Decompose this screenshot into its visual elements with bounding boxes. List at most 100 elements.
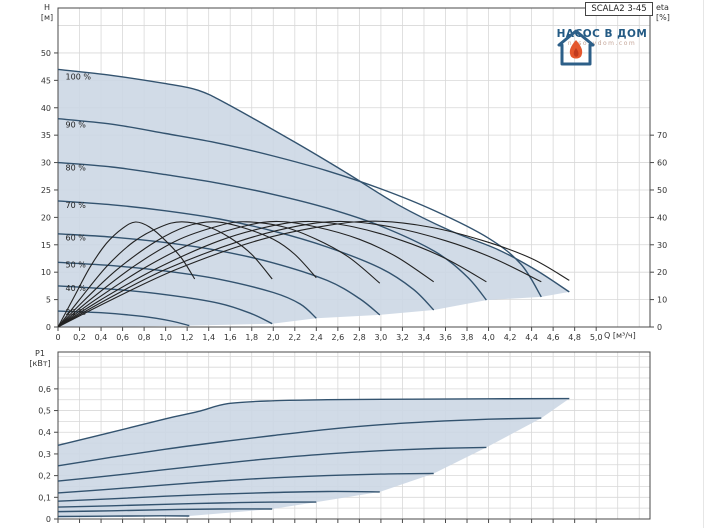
x-tick-label: 2,6 bbox=[331, 333, 344, 342]
x-tick-label: 0,6 bbox=[116, 333, 129, 342]
eta-curve-eta60% bbox=[57, 221, 381, 328]
y-tick-label: 0 bbox=[46, 323, 51, 332]
vendor-name: НАСОС В ДОМ bbox=[556, 28, 648, 40]
y-tick-label: 0,6 bbox=[38, 385, 51, 394]
y-tick-label: 0,3 bbox=[38, 450, 51, 459]
h-axis-unit: [м] bbox=[40, 13, 54, 22]
x-tick-label: 4,6 bbox=[547, 333, 560, 342]
y-tick-label: 0,1 bbox=[38, 493, 51, 502]
y-tick-label: 0,5 bbox=[38, 407, 51, 416]
x-tick-label: 1,0 bbox=[159, 333, 172, 342]
y-tick-label: 20 bbox=[41, 213, 51, 222]
y2-tick-label: 20 bbox=[657, 268, 667, 277]
speed-curve-label: 80 % bbox=[66, 164, 87, 173]
y-tick-label: 25 bbox=[41, 186, 51, 195]
x-tick-label: 1,4 bbox=[202, 333, 215, 342]
p1-frame bbox=[57, 351, 651, 520]
x-tick-label: 4,8 bbox=[568, 333, 581, 342]
x-tick-label: 5,0 bbox=[590, 333, 603, 342]
speed-curve-label: 70 % bbox=[66, 201, 87, 210]
y2-tick-label: 10 bbox=[657, 296, 667, 305]
pump-model-box: SCALA2 3-45 bbox=[585, 2, 653, 16]
hq-curve-60% bbox=[57, 233, 381, 316]
y-tick-label: 15 bbox=[41, 241, 51, 250]
y-tick-label: 30 bbox=[41, 159, 51, 168]
x-tick-label: 3,6 bbox=[439, 333, 452, 342]
vendor-logo: НАСОС В ДОМ nasosvdom.com bbox=[556, 28, 648, 66]
x-tick-label: 4,2 bbox=[504, 333, 517, 342]
x-tick-label: 0,8 bbox=[138, 333, 151, 342]
p1-curve-70% bbox=[57, 472, 434, 494]
y2-tick-label: 40 bbox=[657, 213, 667, 222]
y-tick-label: 50 bbox=[41, 49, 51, 58]
x-tick-label: 4,0 bbox=[482, 333, 495, 342]
x-tick-label: 3,8 bbox=[461, 333, 474, 342]
eta-axis-title: eta [%] bbox=[656, 3, 684, 23]
y2-tick-label: 0 bbox=[657, 323, 662, 332]
p1-curve-25% bbox=[57, 515, 190, 518]
p1-curve-100% bbox=[57, 397, 570, 446]
hq-curve-80% bbox=[57, 161, 487, 301]
p1-axis-title: P1 [кВт] bbox=[22, 349, 58, 369]
eta-curve-eta25% bbox=[57, 221, 196, 328]
speed-curve-label: 60 % bbox=[66, 234, 87, 243]
p1-envelope bbox=[58, 398, 570, 518]
y-tick-label: 0 bbox=[46, 515, 51, 524]
x-tick-label: 3,4 bbox=[418, 333, 431, 342]
y-tick-label: 45 bbox=[41, 76, 51, 85]
x-tick-label: 3,0 bbox=[375, 333, 388, 342]
p1-curve-80% bbox=[57, 446, 487, 482]
h-axis-title-text: H bbox=[43, 3, 50, 12]
eta-curve-eta80% bbox=[57, 220, 487, 328]
y2-tick-label: 60 bbox=[657, 159, 667, 168]
y-tick-label: 0,2 bbox=[38, 472, 51, 481]
x-tick-label: 1,2 bbox=[181, 333, 194, 342]
h-axis-title: H [м] bbox=[35, 3, 59, 23]
x-tick-label: 2,2 bbox=[288, 333, 301, 342]
y-tick-label: 40 bbox=[41, 104, 51, 113]
hq-frame bbox=[57, 7, 651, 328]
p1-curve-60% bbox=[57, 490, 380, 502]
x-tick-label: 2,0 bbox=[267, 333, 280, 342]
hq-envelope bbox=[58, 69, 570, 328]
x-tick-label: 4,4 bbox=[525, 333, 538, 342]
x-tick-label: 2,8 bbox=[353, 333, 366, 342]
speed-curve-label: 90 % bbox=[66, 121, 87, 130]
x-tick-label: 1,6 bbox=[224, 333, 237, 342]
x-tick-label: 0,2 bbox=[73, 333, 86, 342]
speed-curve-label: 100 % bbox=[66, 73, 92, 82]
y-tick-label: 0,4 bbox=[38, 428, 51, 437]
x-tick-label: 0,4 bbox=[95, 333, 108, 342]
hq-curve-50% bbox=[57, 261, 317, 319]
eta-curve-eta100% bbox=[57, 220, 570, 328]
y-tick-label: 5 bbox=[46, 296, 51, 305]
speed-curve-label: 50 % bbox=[66, 261, 87, 270]
y-tick-label: 35 bbox=[41, 131, 51, 140]
p1-axis-unit: [кВт] bbox=[29, 359, 51, 368]
eta-axis-unit: [%] bbox=[656, 13, 670, 22]
speed-curve-label: 25 % bbox=[66, 308, 87, 317]
eta-curve-eta90% bbox=[57, 220, 542, 328]
hq-curve-100% bbox=[57, 68, 570, 293]
y2-tick-label: 50 bbox=[657, 186, 667, 195]
eta-curve-eta70% bbox=[57, 220, 435, 328]
x-tick-label: 1,8 bbox=[245, 333, 258, 342]
x-tick-label: 3,2 bbox=[396, 333, 409, 342]
y-tick-label: 10 bbox=[41, 268, 51, 277]
p1-curve-50% bbox=[57, 501, 317, 508]
speed-curve-label: 40 % bbox=[66, 284, 87, 293]
p1-curve-40% bbox=[57, 508, 273, 513]
y2-tick-label: 30 bbox=[657, 241, 667, 250]
x-tick-label: 2,4 bbox=[310, 333, 323, 342]
y2-tick-label: 70 bbox=[657, 131, 667, 140]
hq-curve-40% bbox=[57, 285, 273, 325]
house-flame-icon bbox=[557, 29, 595, 66]
p1-curve-90% bbox=[57, 417, 542, 467]
vendor-website: nasosvdom.com bbox=[567, 40, 637, 47]
eta-curve-eta50% bbox=[57, 221, 317, 328]
x-tick-label: 0 bbox=[55, 333, 60, 342]
p1-axis-title-text: P1 bbox=[35, 349, 45, 358]
eta-axis-title-text: eta bbox=[656, 3, 669, 12]
